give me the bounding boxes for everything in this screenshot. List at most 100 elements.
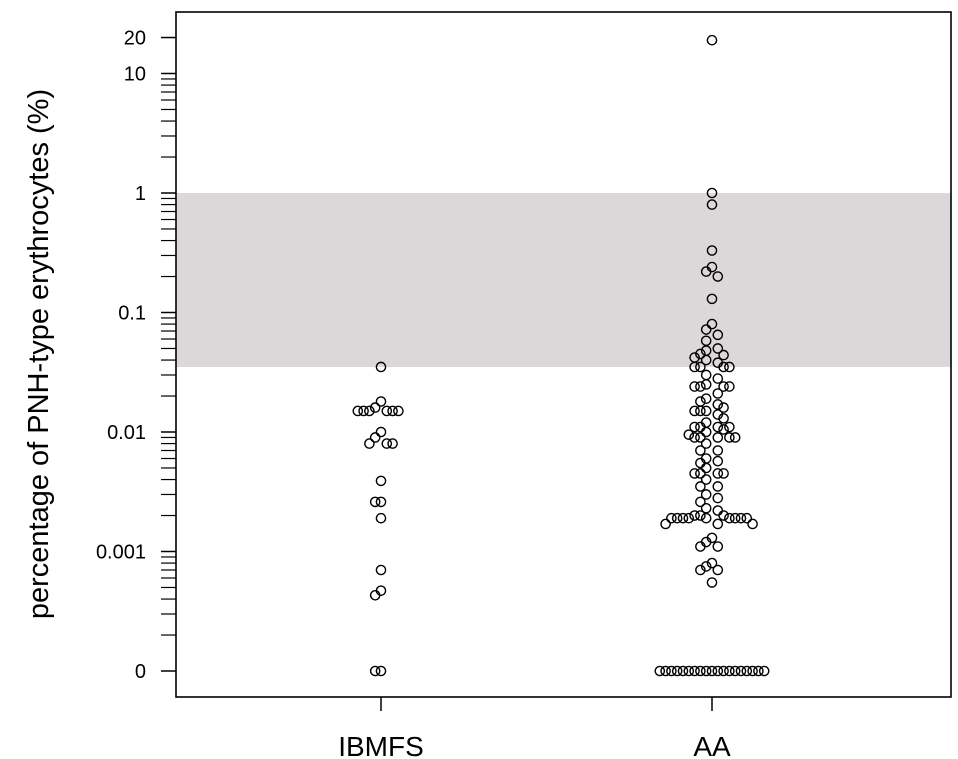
data-point xyxy=(741,512,753,524)
data-point xyxy=(375,512,387,524)
data-point xyxy=(712,373,724,384)
data-point xyxy=(735,512,747,524)
data-point xyxy=(700,405,712,417)
data-point xyxy=(393,405,404,417)
data-point xyxy=(712,271,724,282)
data-point xyxy=(712,445,724,456)
data-point xyxy=(712,432,724,443)
y-tick-label: 0 xyxy=(135,661,146,683)
data-point xyxy=(706,245,718,256)
data-point xyxy=(700,393,712,404)
data-point xyxy=(712,388,724,399)
data-point xyxy=(712,564,724,576)
y-axis: 20 10 1 0.1 0.01 0.001 0 xyxy=(96,28,176,683)
data-point xyxy=(683,665,695,677)
data-point xyxy=(724,361,735,373)
data-point xyxy=(718,413,729,424)
data-point xyxy=(706,665,718,677)
y-axis-title: percentage of PNH-type erythrocytes (%) xyxy=(23,89,55,619)
data-point xyxy=(364,405,375,417)
data-point xyxy=(695,564,706,576)
data-point xyxy=(718,361,729,373)
data-point xyxy=(700,426,712,438)
data-point xyxy=(700,665,712,677)
data-point xyxy=(706,34,718,46)
data-point xyxy=(700,561,712,572)
data-point xyxy=(724,665,735,677)
data-point xyxy=(375,564,387,576)
data-point xyxy=(375,496,387,508)
data-point xyxy=(712,468,724,479)
data-points xyxy=(352,34,770,677)
data-point xyxy=(712,492,724,504)
data-point xyxy=(700,512,712,524)
y-tick-label: 0.001 xyxy=(96,542,146,564)
data-point xyxy=(712,421,724,433)
data-point xyxy=(700,324,712,335)
data-point xyxy=(369,665,381,677)
data-point xyxy=(689,468,700,479)
data-point xyxy=(700,379,712,390)
data-point xyxy=(671,512,683,524)
data-point xyxy=(683,512,695,524)
data-point xyxy=(758,665,770,677)
data-point xyxy=(712,329,724,341)
data-point xyxy=(700,369,712,381)
data-point xyxy=(660,518,671,530)
data-point xyxy=(695,496,706,508)
data-point xyxy=(695,468,706,479)
data-point xyxy=(729,665,741,677)
data-point xyxy=(718,665,729,677)
data-point xyxy=(724,381,735,392)
y-tick-label: 0.01 xyxy=(107,422,146,444)
data-point xyxy=(718,468,729,479)
data-point xyxy=(358,405,369,417)
data-point xyxy=(660,665,671,677)
data-point xyxy=(718,381,729,392)
data-point xyxy=(695,405,706,417)
data-point xyxy=(718,349,729,361)
data-point xyxy=(700,474,712,485)
x-tick-label: AA xyxy=(693,731,731,759)
data-point xyxy=(375,475,387,487)
data-point xyxy=(735,665,747,677)
data-point xyxy=(724,432,735,443)
data-point xyxy=(741,665,753,677)
data-point xyxy=(712,665,724,677)
data-point xyxy=(666,665,677,677)
plot-frame xyxy=(175,11,952,698)
data-point xyxy=(695,445,706,456)
data-point xyxy=(700,502,712,514)
data-point xyxy=(695,510,706,521)
data-point xyxy=(706,293,718,305)
data-point xyxy=(695,381,706,392)
data-point xyxy=(753,665,764,677)
y-tick-label: 10 xyxy=(124,64,146,86)
data-point xyxy=(695,361,706,373)
data-point xyxy=(712,505,724,516)
data-point xyxy=(706,318,718,330)
x-tick-label: IBMFS xyxy=(338,731,424,759)
data-point xyxy=(683,429,695,440)
data-point xyxy=(375,396,387,407)
data-point xyxy=(352,405,364,417)
data-point xyxy=(381,438,393,449)
data-point xyxy=(718,424,729,435)
data-point xyxy=(695,541,706,552)
data-point xyxy=(700,266,712,277)
data-point xyxy=(381,405,393,417)
data-point xyxy=(695,396,706,407)
data-point xyxy=(712,518,724,530)
data-point xyxy=(677,512,689,524)
data-point xyxy=(700,438,712,449)
data-point xyxy=(689,361,700,373)
data-point xyxy=(375,665,387,677)
data-point xyxy=(706,577,718,588)
data-point xyxy=(729,512,741,524)
data-point xyxy=(695,665,706,677)
data-point xyxy=(718,402,729,413)
data-point xyxy=(369,590,381,601)
data-point xyxy=(369,402,381,413)
data-point xyxy=(724,512,735,524)
data-point xyxy=(375,426,387,438)
